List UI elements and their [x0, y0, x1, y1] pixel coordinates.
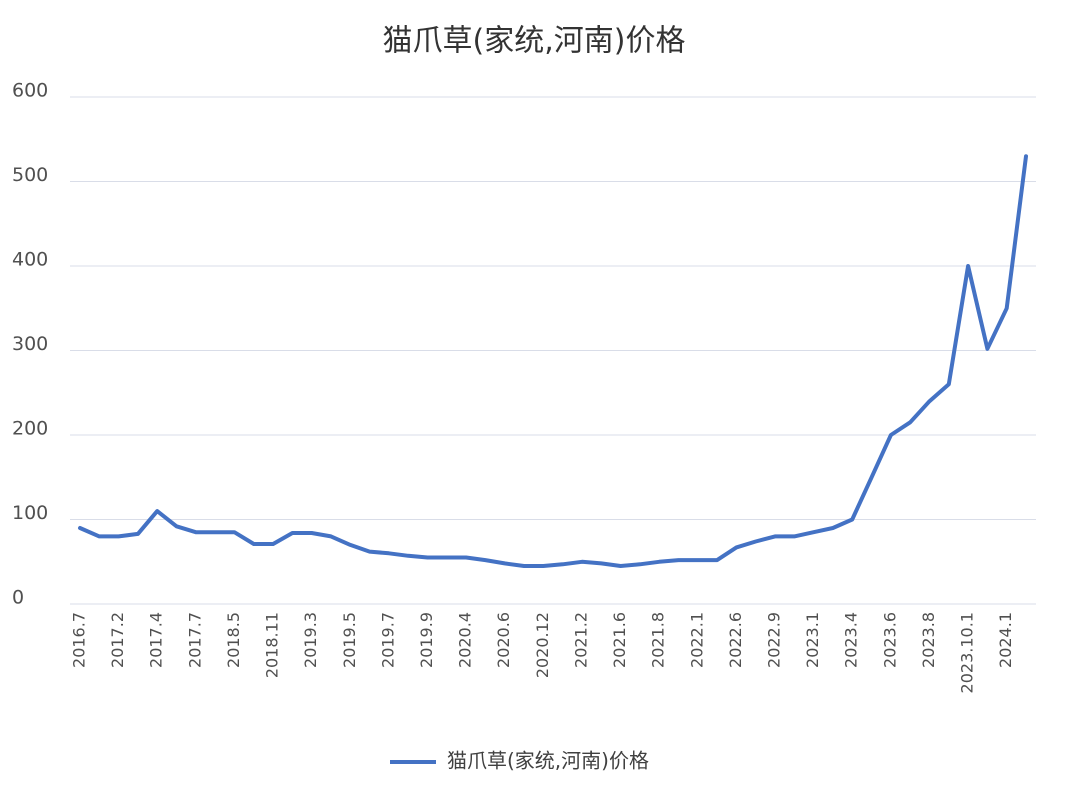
- x-tick-label: 2021.6: [610, 612, 629, 668]
- legend-label: 猫爪草(家统,河南)价格: [447, 749, 649, 773]
- x-tick-label: 2017.2: [108, 612, 127, 668]
- line-series: [78, 154, 1028, 568]
- x-tick-label: 2019.5: [340, 612, 359, 668]
- x-tick-label: 2023.4: [842, 612, 861, 668]
- x-tick-label: 2016.7: [70, 612, 89, 668]
- x-tick-label: 2022.6: [726, 612, 745, 668]
- x-tick-label: 2024.1: [996, 612, 1015, 668]
- y-tick-label: 200: [12, 418, 48, 440]
- x-tick-label: 2023.8: [919, 612, 938, 668]
- x-tick-label: 2023.1: [803, 612, 822, 668]
- x-tick-label: 2023.10.1: [958, 612, 977, 693]
- x-tick-label: 2020.4: [456, 612, 475, 668]
- x-tick-label: 2019.9: [417, 612, 436, 668]
- x-tick-label: 2018.11: [263, 612, 282, 678]
- x-tick-label: 2022.1: [687, 612, 706, 668]
- x-tick-label: 2017.7: [185, 612, 204, 668]
- y-tick-label: 400: [12, 249, 48, 271]
- y-tick-label: 0: [12, 587, 24, 609]
- x-tick-label: 2018.5: [224, 612, 243, 668]
- x-tick-label: 2020.12: [533, 612, 552, 678]
- x-tick-label: 2019.3: [301, 612, 320, 668]
- chart-title: 猫爪草(家统,河南)价格: [383, 24, 686, 59]
- x-tick-label: 2017.4: [147, 612, 166, 668]
- x-tick-label: 2021.8: [649, 612, 668, 668]
- y-tick-label: 500: [12, 164, 48, 186]
- x-tick-label: 2021.2: [571, 612, 590, 668]
- x-tick-label: 2020.6: [494, 612, 513, 668]
- y-tick-label: 100: [12, 502, 48, 524]
- x-tick-label: 2023.6: [880, 612, 899, 668]
- x-tick-label: 2019.7: [378, 612, 397, 668]
- x-tick-label: 2022.9: [765, 612, 784, 668]
- y-tick-label: 600: [12, 80, 48, 102]
- y-tick-label: 300: [12, 333, 48, 355]
